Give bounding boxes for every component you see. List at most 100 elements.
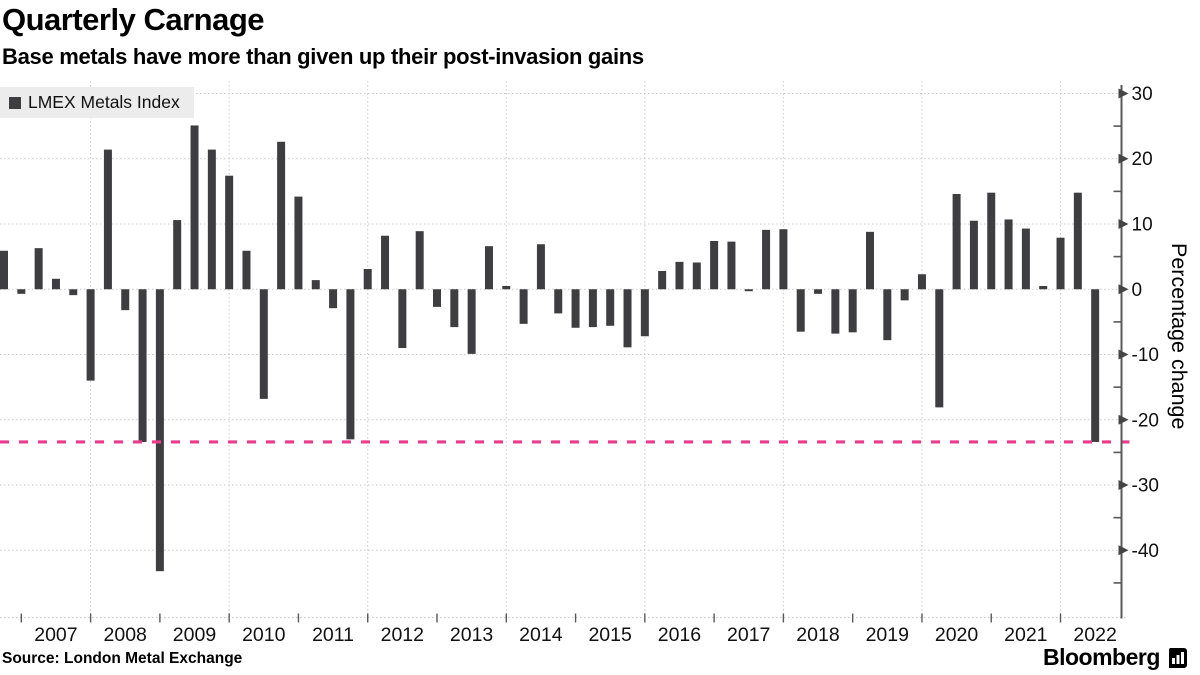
bar-2016-q3 <box>693 263 701 290</box>
bar-2012-q1 <box>381 236 389 290</box>
bloomberg-logo-text: Bloomberg <box>1043 644 1160 671</box>
legend-label: LMEX Metals Index <box>28 92 180 113</box>
bar-2016-q1 <box>658 271 666 289</box>
bar-2017-q3 <box>762 230 770 289</box>
bar-2019-q1 <box>866 232 874 289</box>
legend: LMEX Metals Index <box>0 87 194 118</box>
y-tick-label: 30 <box>1132 84 1153 105</box>
bar-2015-q3 <box>624 289 632 347</box>
x-year-label: 2015 <box>588 624 632 646</box>
bar-2008-q3 <box>139 289 147 442</box>
bar-2013-q3 <box>485 246 493 289</box>
y-major-tick-arrow <box>1119 350 1129 360</box>
bar-2007-q3 <box>69 289 77 295</box>
bar-2009-q1 <box>173 220 181 289</box>
y-tick-label: -10 <box>1132 345 1159 366</box>
x-year-label: 2011 <box>312 624 354 646</box>
bar-2009-q2 <box>191 125 199 289</box>
bar-2020-q2 <box>953 194 961 289</box>
legend-swatch-icon <box>9 97 21 109</box>
bar-2007-q1 <box>35 248 43 289</box>
bar-2020-q3 <box>970 221 978 290</box>
bar-2013-q2 <box>468 289 476 354</box>
x-year-label: 2019 <box>866 624 909 646</box>
bar-2021-q4 <box>1057 238 1065 290</box>
bar-2013-q4 <box>502 286 510 289</box>
bar-2008-q2 <box>121 289 129 310</box>
x-year-label: 2018 <box>796 624 839 646</box>
y-tick-label: 0 <box>1132 280 1143 301</box>
bar-2015-q4 <box>641 289 649 336</box>
bar-2006-q3 <box>0 251 8 290</box>
bar-2015-q2 <box>606 289 614 326</box>
bar-2008-q4 <box>156 289 164 571</box>
bar-2007-q4 <box>87 289 95 380</box>
x-year-label: 2009 <box>173 624 216 646</box>
y-tick-label: 10 <box>1132 214 1153 235</box>
bar-chart-bubble-icon <box>1166 647 1188 669</box>
x-year-label: 2014 <box>519 624 563 646</box>
bloomberg-chart-page: 3020100-10-20-30-40200720082009201020112… <box>0 0 1200 675</box>
bar-2017-q4 <box>779 229 787 289</box>
bar-2017-q1 <box>727 242 735 290</box>
bar-2016-q2 <box>675 262 683 289</box>
y-major-tick-arrow <box>1119 219 1129 229</box>
bar-2021-q2 <box>1022 229 1030 290</box>
bar-2012-q4 <box>433 289 441 307</box>
bar-2013-q1 <box>450 289 458 327</box>
y-major-tick-arrow <box>1119 154 1129 164</box>
bar-2010-q1 <box>242 251 250 290</box>
bloomberg-logo: Bloomberg <box>1043 644 1188 671</box>
y-major-tick-arrow <box>1119 415 1129 425</box>
x-year-label: 2008 <box>104 624 147 646</box>
bar-2014-q2 <box>537 244 545 289</box>
source-text: Source: London Metal Exchange <box>2 650 242 668</box>
bar-2012-q2 <box>398 289 406 348</box>
bar-2021-q3 <box>1039 286 1047 289</box>
x-year-label: 2010 <box>242 624 286 646</box>
bar-2019-q3 <box>901 289 909 300</box>
y-tick-label: 20 <box>1132 149 1153 170</box>
bar-2010-q2 <box>260 289 268 399</box>
bar-2015-q1 <box>589 289 597 327</box>
bar-2019-q4 <box>918 274 926 289</box>
x-year-label: 2021 <box>1004 624 1047 646</box>
bar-2010-q4 <box>294 197 302 290</box>
y-axis-title: Percentage change <box>1166 243 1191 429</box>
bar-2009-q4 <box>225 176 233 290</box>
bar-2009-q3 <box>208 150 216 290</box>
x-year-label: 2016 <box>658 624 701 646</box>
y-major-tick-arrow <box>1119 88 1129 98</box>
y-major-tick-arrow <box>1119 284 1129 294</box>
page-subtitle: Base metals have more than given up thei… <box>2 44 644 70</box>
y-tick-label: -40 <box>1132 541 1159 562</box>
bar-2014-q3 <box>554 289 562 313</box>
bar-2018-q2 <box>814 289 822 294</box>
bar-2018-q4 <box>849 289 857 332</box>
bar-2014-q4 <box>572 289 580 328</box>
bar-2011-q2 <box>329 289 337 308</box>
x-year-label: 2022 <box>1073 624 1116 646</box>
bar-2011-q4 <box>364 269 372 289</box>
bar-2014-q1 <box>520 289 528 324</box>
bar-2022-q2 <box>1091 289 1099 442</box>
x-year-label: 2007 <box>34 624 77 646</box>
bar-2010-q3 <box>277 142 285 289</box>
page-title: Quarterly Carnage <box>2 2 264 38</box>
bar-2020-q4 <box>987 193 995 290</box>
x-year-label: 2020 <box>935 624 979 646</box>
x-year-label: 2013 <box>450 624 493 646</box>
y-tick-label: -30 <box>1132 476 1159 497</box>
x-year-label: 2017 <box>727 624 770 646</box>
bar-2022-q1 <box>1074 193 1082 290</box>
bar-2019-q2 <box>883 289 891 340</box>
x-year-label: 2012 <box>381 624 424 646</box>
bar-2017-q2 <box>745 289 753 291</box>
bar-2011-q3 <box>346 289 354 439</box>
y-tick-label: -20 <box>1132 410 1159 431</box>
bar-2016-q4 <box>710 241 718 289</box>
bar-2008-q1 <box>104 150 112 290</box>
y-major-tick-arrow <box>1119 545 1129 555</box>
bar-2006-q4 <box>17 289 25 294</box>
bar-2012-q3 <box>416 231 424 289</box>
